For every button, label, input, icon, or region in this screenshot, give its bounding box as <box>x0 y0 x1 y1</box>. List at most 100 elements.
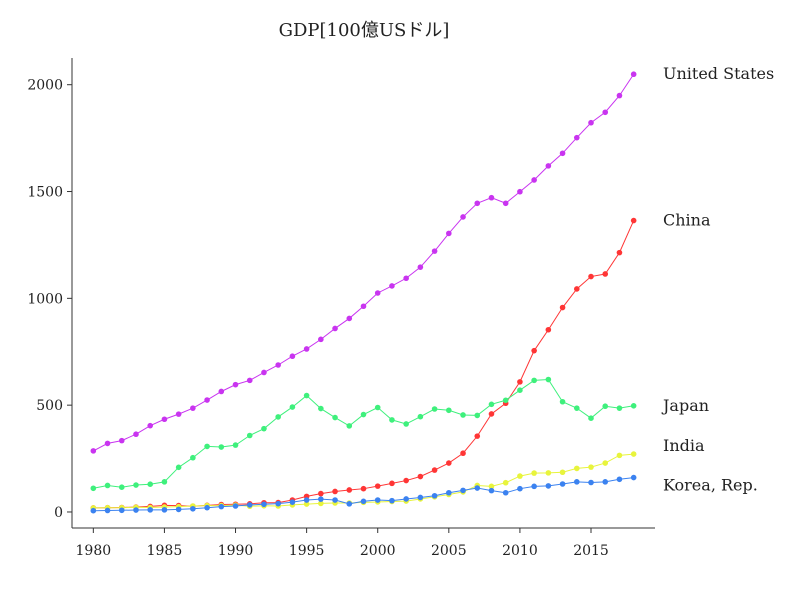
data-point <box>616 452 623 459</box>
data-point <box>588 119 594 126</box>
data-point <box>403 496 409 502</box>
data-point <box>346 423 353 429</box>
data-point <box>517 188 523 195</box>
data-point <box>531 470 537 476</box>
data-point <box>559 481 566 487</box>
data-point <box>346 501 353 507</box>
data-point <box>488 483 495 490</box>
data-point <box>261 501 267 508</box>
data-point <box>118 484 125 490</box>
data-point <box>502 479 509 486</box>
data-point <box>161 416 168 423</box>
data-point <box>90 485 97 492</box>
series-labels: United States China Japan India Korea, Rep. <box>661 64 774 494</box>
y-tick-label: 500 <box>36 398 63 414</box>
data-point <box>332 414 338 421</box>
data-point <box>630 474 637 481</box>
data-point <box>374 483 381 489</box>
data-point <box>431 248 438 254</box>
data-point <box>431 406 438 412</box>
data-point <box>303 501 310 507</box>
data-point <box>502 489 509 496</box>
y-tick-label: 2000 <box>27 78 63 94</box>
data-point <box>431 467 438 473</box>
data-point <box>460 450 466 457</box>
data-point <box>431 492 438 499</box>
data-point <box>502 200 509 207</box>
data-point <box>446 460 452 466</box>
data-point <box>303 497 310 503</box>
data-point <box>374 404 381 411</box>
data-point <box>474 412 481 419</box>
data-point <box>616 249 623 256</box>
data-point <box>346 315 353 322</box>
data-point <box>360 485 367 492</box>
data-point <box>303 346 310 352</box>
data-point <box>104 482 111 489</box>
data-point <box>332 325 338 332</box>
data-point <box>531 483 537 490</box>
data-point <box>147 481 154 488</box>
data-point <box>588 464 594 470</box>
data-point <box>588 415 594 421</box>
data-point <box>161 479 168 485</box>
data-point <box>90 448 97 454</box>
x-axis-ticks: 1980 1985 1990 1995 2000 2005 2010 2015 <box>76 528 609 559</box>
data-point <box>602 109 609 116</box>
data-point <box>332 497 338 503</box>
data-point <box>417 413 424 420</box>
data-point <box>573 465 580 472</box>
data-point <box>246 502 253 508</box>
data-point <box>573 479 580 485</box>
series-united-states <box>90 71 637 454</box>
data-point <box>389 497 395 504</box>
data-point <box>218 388 225 395</box>
data-point <box>602 460 609 466</box>
data-point <box>360 498 367 505</box>
data-point <box>488 401 495 408</box>
data-point <box>332 488 338 495</box>
x-tick-label: 1990 <box>218 543 254 559</box>
data-point <box>318 496 324 502</box>
data-point <box>275 500 281 507</box>
y-tick-label: 0 <box>54 505 63 521</box>
data-point <box>588 479 594 486</box>
data-point <box>232 503 239 509</box>
data-point <box>261 369 267 376</box>
data-point <box>360 411 367 418</box>
data-point <box>545 326 552 333</box>
data-point <box>588 273 594 280</box>
data-point <box>559 304 566 311</box>
data-point <box>175 506 182 513</box>
data-point <box>246 377 253 384</box>
data-point <box>531 177 537 183</box>
data-point <box>133 507 139 513</box>
data-point <box>417 494 424 501</box>
x-tick-label: 1980 <box>76 543 112 559</box>
data-point <box>133 482 139 488</box>
x-tick-label: 1985 <box>147 543 183 559</box>
data-point <box>118 437 125 444</box>
data-point <box>559 469 566 476</box>
data-point <box>460 412 466 418</box>
data-point <box>630 403 637 409</box>
data-point <box>474 200 481 207</box>
data-point <box>246 432 253 439</box>
data-point <box>175 411 182 417</box>
data-point <box>147 507 154 513</box>
data-point <box>446 489 452 496</box>
data-point <box>346 487 353 493</box>
data-point <box>602 271 609 277</box>
data-point <box>360 303 367 310</box>
data-point <box>318 500 324 507</box>
data-point <box>417 473 424 480</box>
data-point <box>374 290 381 296</box>
x-tick-label: 2000 <box>360 543 396 559</box>
data-point <box>289 353 296 360</box>
data-point <box>531 347 537 354</box>
y-axis-ticks: 0 500 1000 1500 2000 <box>27 78 72 521</box>
data-point <box>446 230 452 237</box>
data-point <box>616 92 623 99</box>
data-point <box>403 421 409 427</box>
data-point <box>545 376 552 383</box>
